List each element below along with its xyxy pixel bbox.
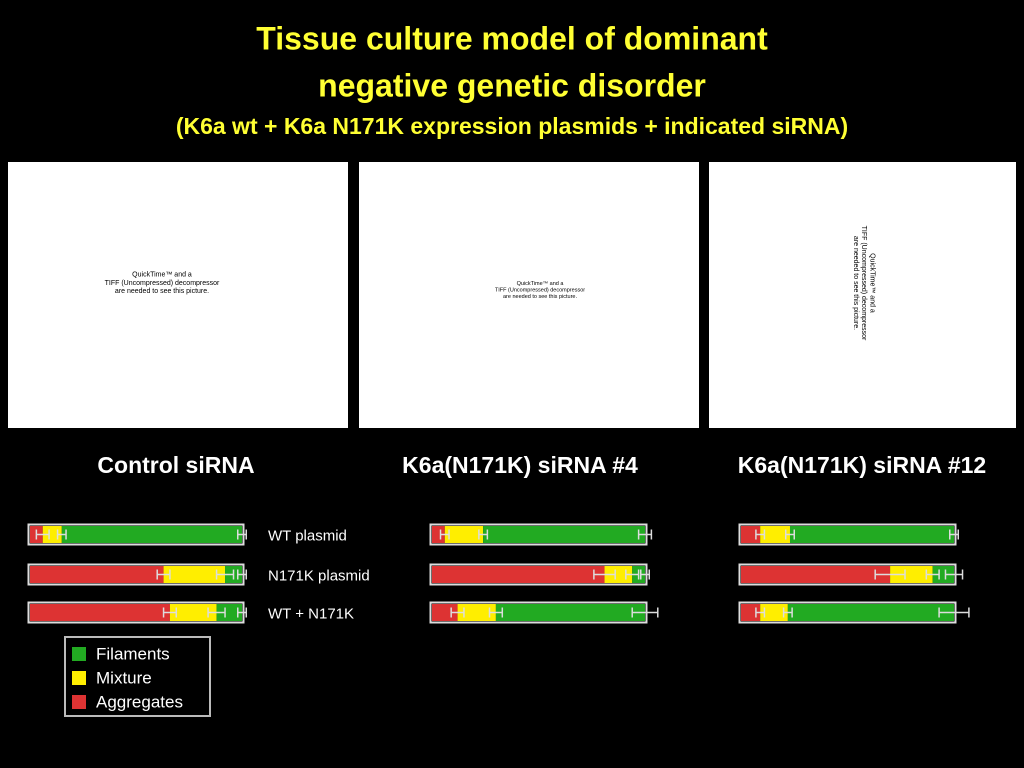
bar-segment — [932, 566, 954, 583]
panel-title: K6a(N171K) siRNA #12 — [738, 452, 986, 478]
error-bar — [237, 569, 247, 580]
legend-swatch — [72, 695, 86, 709]
placeholder-text: QuickTime™ and a — [132, 271, 192, 278]
placeholder-text: are needed to see this picture. — [503, 294, 577, 300]
bar-segment — [760, 526, 790, 543]
placeholder-text: TIFF (Uncompressed) decompressor — [495, 287, 585, 293]
placeholder-text: TIFF (Uncompressed) decompressor — [860, 226, 867, 341]
legend-swatch — [72, 647, 86, 661]
subtitle: (K6a wt + K6a N171K expression plasmids … — [176, 113, 848, 139]
bar-segment — [890, 566, 933, 583]
error-bar — [639, 569, 651, 580]
error-bar — [439, 529, 450, 540]
image-placeholder — [709, 162, 1016, 428]
image-placeholder — [8, 162, 348, 428]
placeholder-text: are needed to see this picture. — [115, 288, 209, 295]
error-bar — [925, 569, 940, 580]
error-bar — [625, 569, 640, 580]
bar-segment — [495, 604, 645, 621]
category-label: WT plasmid — [268, 527, 347, 544]
error-bar — [215, 569, 235, 580]
image-placeholder — [359, 162, 699, 428]
panel-title: K6a(N171K) siRNA #4 — [402, 452, 638, 478]
error-bar — [478, 529, 489, 540]
error-bar — [755, 529, 766, 540]
bar-segment — [61, 526, 242, 543]
bar-segment — [163, 566, 226, 583]
error-bar — [944, 569, 964, 580]
bar-segment — [169, 604, 217, 621]
error-bar — [237, 529, 247, 540]
bar-segment — [789, 526, 954, 543]
error-bar — [162, 607, 178, 618]
error-bar — [948, 529, 960, 540]
error-bar — [35, 529, 50, 540]
placeholder-text: TIFF (Uncompressed) decompressor — [105, 280, 220, 287]
error-bar — [450, 607, 465, 618]
placeholder-text: QuickTime™ and a — [869, 253, 876, 313]
placeholder-note: QuickTime™ and a TIFF (Uncompressed) deco… — [105, 271, 220, 295]
bar-segment — [483, 526, 645, 543]
title-line: negative genetic disorder — [318, 67, 706, 103]
category-label: WT + N171K — [268, 605, 354, 622]
bar-segment — [787, 604, 954, 621]
legend-swatch — [72, 671, 86, 685]
error-bar — [637, 529, 653, 540]
placeholder-text: are needed to see this picture. — [852, 236, 859, 330]
error-bar — [207, 607, 226, 618]
error-bar — [488, 607, 504, 618]
legend-box — [64, 636, 211, 717]
error-bar — [631, 607, 659, 618]
bar-segment — [30, 566, 164, 583]
legend-label: Filaments — [96, 644, 170, 663]
placeholder-text: QuickTime™ and a — [517, 281, 565, 287]
error-bar — [755, 607, 766, 618]
error-bar — [156, 569, 171, 580]
bar-segment — [457, 604, 496, 621]
bar-segment — [432, 566, 605, 583]
bar-segment — [216, 604, 242, 621]
bar-segment — [30, 604, 170, 621]
error-bar — [938, 607, 970, 618]
legend-label: Aggregates — [96, 692, 183, 711]
panel-title: Control siRNA — [97, 452, 254, 478]
legend-label: Mixture — [96, 668, 152, 687]
bar-segment — [432, 526, 445, 543]
bar-segment — [741, 566, 891, 583]
error-bar — [237, 607, 247, 618]
error-bar — [593, 569, 616, 580]
bar-segment — [444, 526, 484, 543]
title-line: Tissue culture model of dominant — [256, 20, 768, 56]
error-bar — [874, 569, 906, 580]
error-bar — [784, 529, 795, 540]
category-label: N171K plasmid — [268, 567, 370, 584]
error-bar — [56, 529, 67, 540]
bar-segment — [760, 604, 788, 621]
error-bar — [782, 607, 793, 618]
